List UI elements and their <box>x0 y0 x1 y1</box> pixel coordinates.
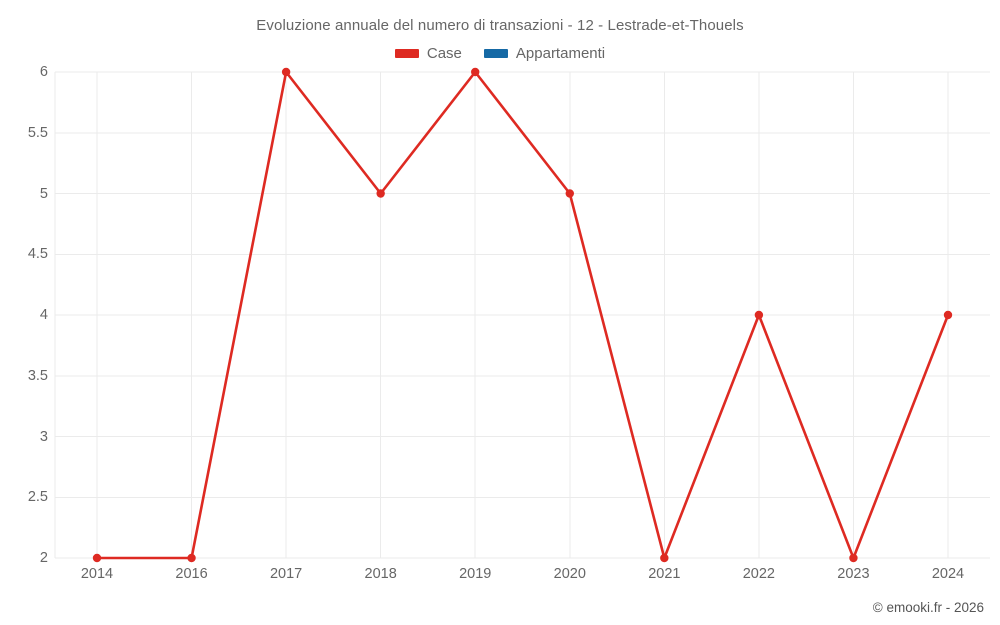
data-point[interactable] <box>754 310 764 320</box>
data-point[interactable] <box>565 189 574 198</box>
data-point[interactable] <box>281 67 291 77</box>
data-point[interactable] <box>92 553 102 563</box>
x-axis-tick-label: 2023 <box>837 566 870 582</box>
data-point[interactable] <box>471 67 480 77</box>
y-axis-tick-label: 4.5 <box>27 246 48 263</box>
data-point[interactable] <box>849 553 858 563</box>
x-axis-tick-label: 2018 <box>364 566 397 582</box>
x-axis-tick-label: 2020 <box>553 566 586 582</box>
chart-title: Evoluzione annuale del numero di transaz… <box>256 17 744 34</box>
data-point[interactable] <box>660 553 669 563</box>
legend-label-appartamenti: Appartamenti <box>515 45 606 62</box>
footer-credit: © emooki.fr - 2026 <box>872 600 984 615</box>
data-point[interactable] <box>943 310 953 320</box>
x-axis-tick-label: 2014 <box>80 566 114 582</box>
y-axis-tick-label: 3 <box>39 428 48 445</box>
x-axis-tick-label: 2017 <box>269 566 303 582</box>
data-point[interactable] <box>376 189 385 198</box>
legend-item-appartamenti[interactable]: Appartamenti <box>483 45 606 62</box>
x-axis-tick-label: 2024 <box>931 566 965 582</box>
data-point[interactable] <box>187 553 196 563</box>
legend-swatch-icon-case <box>394 49 419 58</box>
x-axis-tick-label: 2016 <box>175 566 208 582</box>
y-axis: 2 2.5 3 3.5 4 4.5 5 5.5 6 <box>0 64 48 566</box>
y-axis-tick-label: 6 <box>39 64 48 80</box>
legend-swatch-icon-appartamenti <box>483 49 508 58</box>
y-axis-tick-label: 3.5 <box>27 367 48 384</box>
series-line-case[interactable] <box>95 70 950 560</box>
x-axis-tick-label: 2019 <box>459 566 492 582</box>
x-axis-tick-label: 2021 <box>648 566 681 582</box>
y-axis-tick-label: 2.5 <box>27 489 48 506</box>
plot-area <box>54 67 990 563</box>
y-axis-tick-label: 4 <box>39 307 48 323</box>
y-axis-tick-label: 5 <box>39 185 48 202</box>
x-axis: 2014 2016 2017 2018 2019 2020 2021 2022 2023 2024 <box>55 558 990 588</box>
legend-label-case: Case <box>426 45 462 62</box>
plot-svg <box>54 67 990 563</box>
y-axis-tick-label: 2 <box>39 550 48 566</box>
chart-legend: Case Appartamenti <box>0 45 1000 62</box>
legend-item-case[interactable]: Case <box>394 45 462 62</box>
y-axis-tick-label: 5.5 <box>27 124 48 141</box>
x-axis-tick-label: 2022 <box>742 566 776 582</box>
